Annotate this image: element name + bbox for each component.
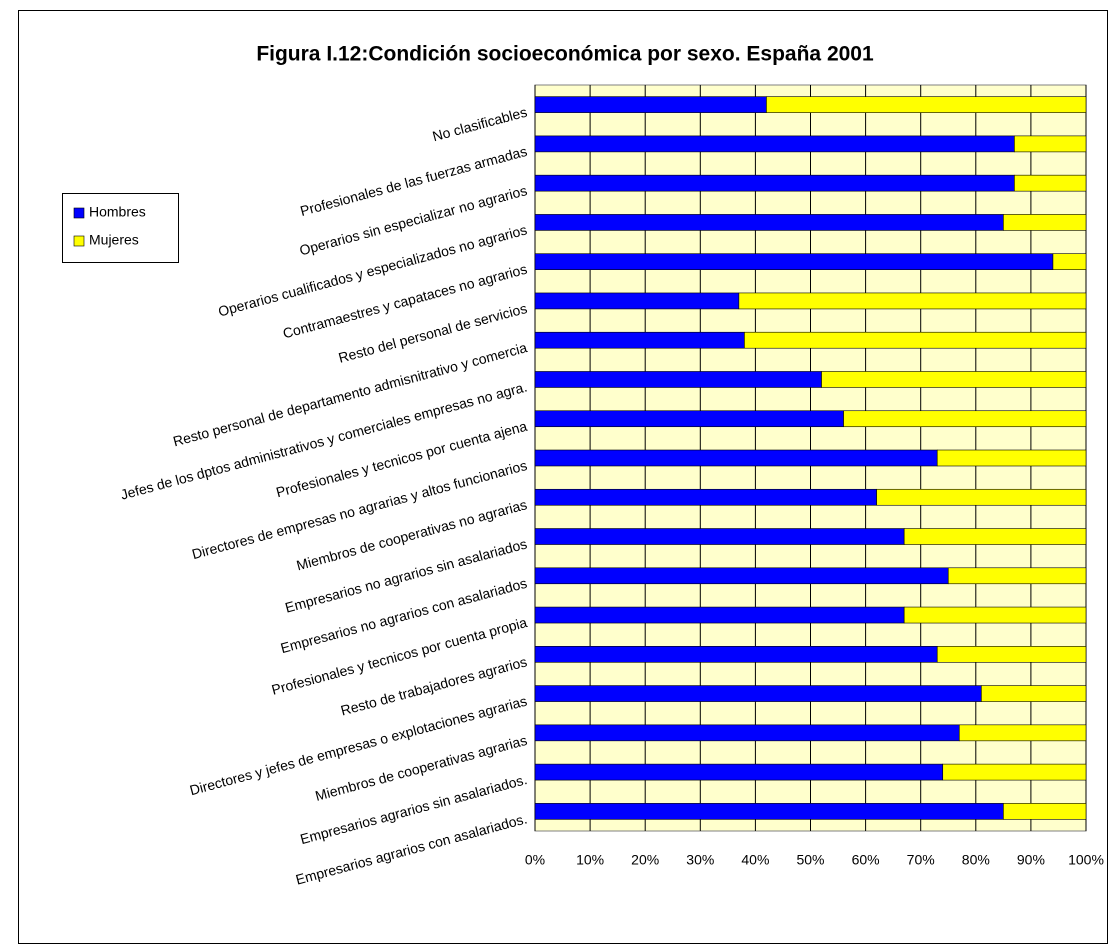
bar-segment	[534, 567, 949, 585]
x-tick-label: 90%	[1017, 852, 1045, 868]
bar-segment	[534, 606, 905, 624]
x-tick-label: 40%	[741, 852, 769, 868]
bar-segment	[766, 96, 1087, 113]
bar-segment	[1014, 174, 1087, 192]
bar-segment	[534, 803, 1004, 820]
bar-segment	[534, 253, 1054, 270]
bar-segment	[534, 292, 740, 310]
bar-segment	[1003, 214, 1087, 231]
bar-segment	[534, 410, 844, 428]
bar-segment	[534, 528, 905, 545]
bar-segment	[534, 214, 1004, 231]
bar-segment	[936, 646, 1087, 663]
x-tick-label: 100%	[1068, 852, 1104, 868]
x-tick-label: 70%	[907, 852, 935, 868]
bar-segment	[903, 528, 1087, 545]
x-tick-label: 30%	[686, 852, 714, 868]
bar-segment	[534, 685, 982, 702]
bar-segment	[947, 567, 1087, 585]
bar-segment	[876, 488, 1087, 506]
bar-segment	[534, 96, 767, 113]
bar-segment	[1003, 803, 1087, 820]
x-tick-label: 50%	[796, 852, 824, 868]
chart-title: Figura I.12:Condición socioeconómica por…	[256, 43, 874, 66]
bar-segment	[936, 449, 1087, 467]
bar-segment	[958, 724, 1087, 742]
bar-segment	[744, 331, 1087, 349]
bar-segment	[534, 174, 1015, 192]
bar-segment	[534, 724, 960, 742]
x-tick-label: 10%	[576, 852, 604, 868]
bar-segment	[534, 449, 938, 467]
legend-label: Mujeres	[89, 232, 139, 248]
bar-segment	[981, 685, 1087, 702]
bar-segment	[942, 763, 1087, 781]
legend-swatch	[73, 235, 85, 247]
legend-box	[62, 193, 179, 263]
bar-segment	[534, 331, 745, 349]
bar-segment	[534, 763, 944, 781]
legend-swatch	[73, 207, 85, 219]
bar-segment	[534, 135, 1015, 153]
bar-segment	[903, 606, 1087, 624]
bar-segment	[843, 410, 1087, 428]
x-tick-label: 60%	[852, 852, 880, 868]
bar-segment	[821, 371, 1087, 388]
bar-segment	[534, 371, 822, 388]
x-tick-label: 80%	[962, 852, 990, 868]
x-tick-label: 0%	[525, 852, 545, 868]
bar-segment	[1014, 135, 1087, 153]
legend-label: Hombres	[89, 204, 146, 220]
x-tick-label: 20%	[631, 852, 659, 868]
bar-segment	[1052, 253, 1087, 270]
bar-segment	[534, 488, 877, 506]
bar-segment	[534, 646, 938, 663]
bar-segment	[738, 292, 1087, 310]
